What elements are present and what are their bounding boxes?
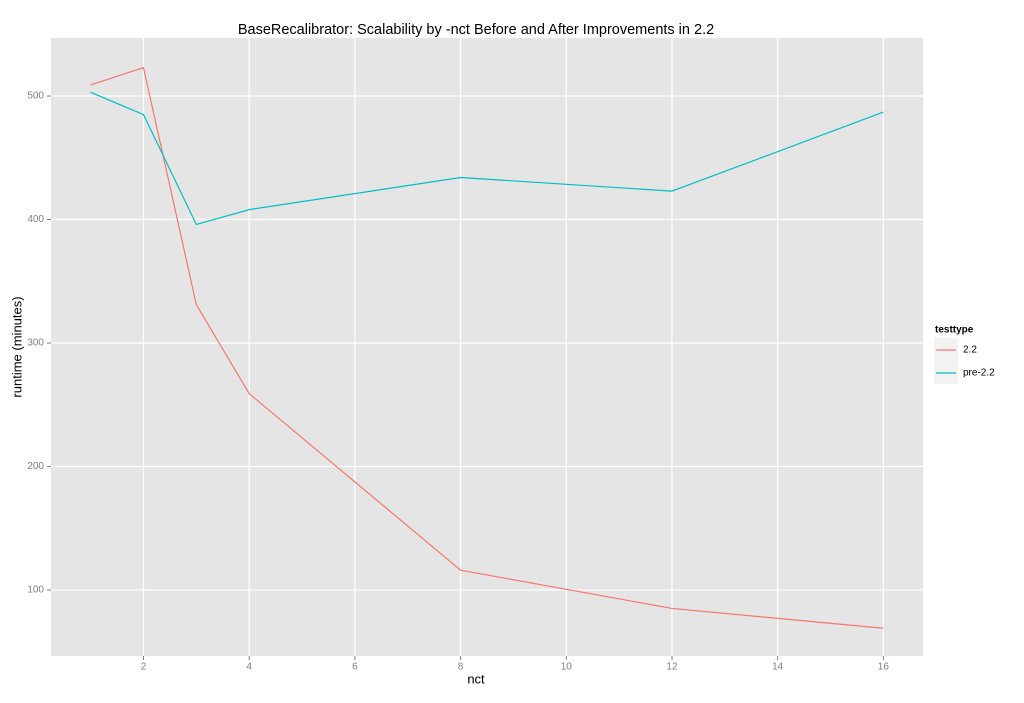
- x-tick-label: 8: [458, 662, 464, 673]
- legend-key-bg: [934, 338, 958, 384]
- y-tick-label: 500: [27, 91, 44, 102]
- line-series: [90, 91, 884, 226]
- x-tick-label: 10: [561, 662, 573, 673]
- x-tick-label: 12: [666, 662, 678, 673]
- x-tick-label: 16: [878, 662, 890, 673]
- y-tick-label: 300: [27, 338, 44, 349]
- legend-label: 2.2: [963, 345, 977, 356]
- legend-label: pre-2.2: [963, 368, 995, 379]
- x-tick-label: 6: [352, 662, 358, 673]
- y-tick-label: 200: [27, 461, 44, 472]
- y-axis-label: runtime (minutes): [9, 296, 24, 397]
- plot-panel: [51, 38, 923, 656]
- y-tick-label: 100: [27, 585, 44, 596]
- x-tick-label: 4: [246, 662, 252, 673]
- x-tick-label: 2: [141, 662, 147, 673]
- line-series: [90, 66, 884, 629]
- chart-title: BaseRecalibrator: Scalability by -nct Be…: [238, 22, 714, 38]
- y-tick-label: 400: [27, 214, 44, 225]
- legend-title: testtype: [935, 325, 974, 336]
- x-tick-label: 14: [772, 662, 784, 673]
- x-axis-label: nct: [467, 671, 485, 686]
